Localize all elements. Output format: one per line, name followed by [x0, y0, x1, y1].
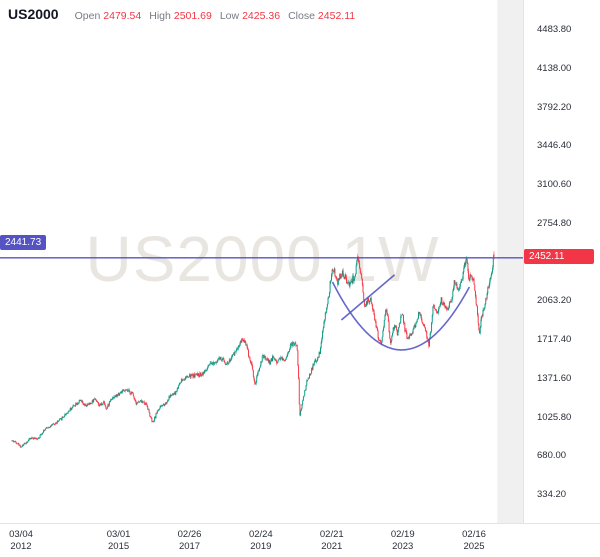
price-tick-label: 3446.40: [537, 140, 572, 152]
time-tick-label: 02/19 2023: [390, 529, 415, 552]
chart-legend[interactable]: US2000 Open 2479.54 High 2501.69 Low 242…: [8, 6, 363, 22]
close-value: 2452.11: [317, 10, 356, 22]
last-price-label[interactable]: 2452.11: [524, 249, 594, 265]
price-chart[interactable]: [0, 0, 523, 523]
low-value: 2425.36: [242, 10, 281, 22]
close-label: Close: [288, 10, 315, 22]
price-tick-label: 1025.80: [537, 411, 572, 423]
time-tick-label: 02/21 2021: [319, 529, 344, 552]
price-tick-label: 3792.20: [537, 101, 572, 113]
price-tick-label: 2754.80: [537, 217, 572, 229]
time-axis[interactable]: 03/04 2012 03/01 2015 02/26 2017 02/24 2019 02/2…: [0, 523, 600, 557]
drawing-price-label[interactable]: 2441.73: [0, 234, 47, 250]
price-tick-label: 1717.40: [537, 334, 572, 345]
price-tick-label: 680.00: [537, 450, 567, 462]
price-tick-label: 4483.80: [537, 24, 572, 35]
price-tick-label: 334.20: [537, 489, 567, 500]
open-label: Open: [74, 10, 101, 22]
price-tick-label: 3100.60: [537, 179, 572, 190]
time-tick-label: 02/26 2017: [177, 529, 202, 552]
time-tick-label: 03/01 2015: [106, 529, 131, 552]
price-tick-label: 2063.20: [537, 295, 572, 307]
low-label: Low: [219, 10, 240, 22]
time-tick-label: 02/24 2019: [248, 529, 273, 552]
high-label: High: [149, 10, 171, 22]
time-tick-label: 02/16 2025: [462, 529, 486, 552]
high-value: 2501.69: [173, 10, 212, 22]
price-tick-label: 1371.60: [537, 372, 572, 384]
open-value: 2479.54: [103, 10, 142, 22]
symbol-title: US2000: [8, 6, 59, 22]
price-tick-label: 4138.00: [537, 62, 572, 74]
time-tick-label: 03/04 2012: [9, 529, 33, 552]
